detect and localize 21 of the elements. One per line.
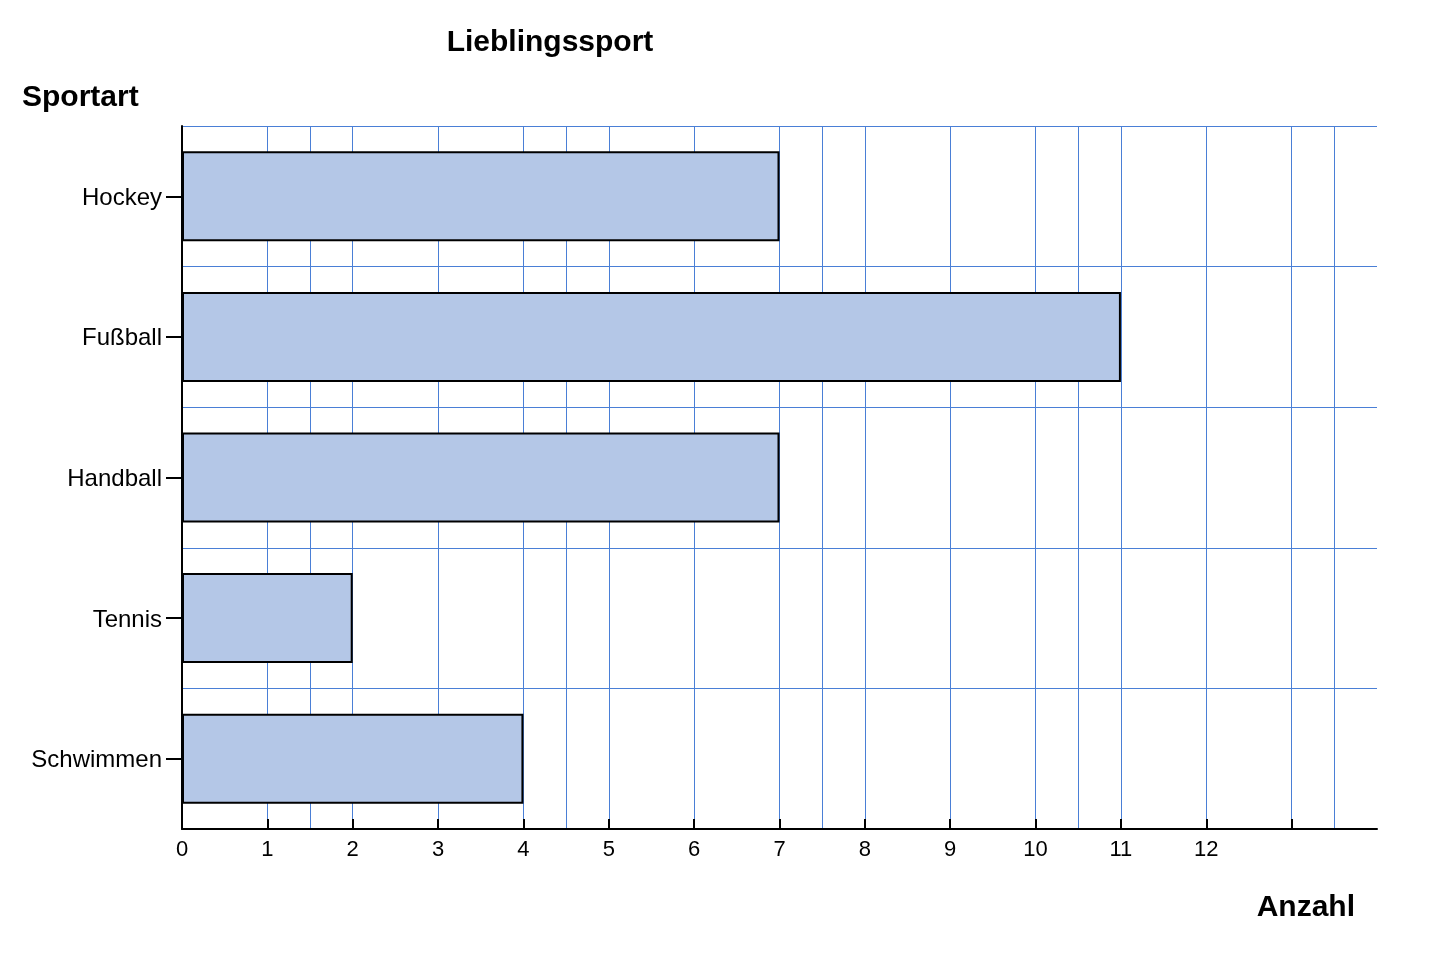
x-tick-label: 6 [688,835,701,861]
x-tick-label: 11 [1109,835,1133,861]
x-tick-label: 5 [602,835,615,861]
x-tick-label: 8 [858,835,871,861]
x-tick-label: 2 [346,835,359,861]
y-tick-label: Fußball [81,323,162,351]
x-axis-title: Anzahl [1256,888,1356,922]
y-tick-label: Tennis [92,604,162,632]
x-tick-label: 4 [517,835,530,861]
x-tick-label: 10 [1023,835,1048,861]
x-tick-label: 0 [175,835,189,861]
y-tick-label: Hockey [81,182,162,210]
x-tick-label: 7 [773,835,786,861]
x-tick-label: 3 [431,835,445,861]
x-tick-label: 12 [1194,835,1219,861]
y-tick-label: Handball [67,464,162,491]
chart-title: Lieblingssport [446,23,654,57]
y-axis-title: Sportart [22,78,139,112]
x-tick-label: 9 [944,835,957,861]
y-tick-label: Schwimmen [31,745,162,773]
x-tick-label: 1 [261,835,274,861]
